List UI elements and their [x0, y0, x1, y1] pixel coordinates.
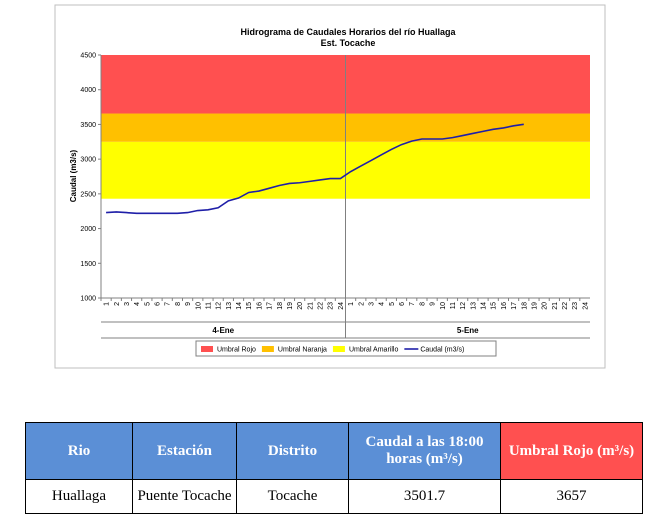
x-tick-label: 16 [256, 302, 263, 310]
data-row: Huallaga Puente Tocache Tocache 3501.7 3… [25, 479, 643, 514]
x-tick-label: 3 [368, 302, 375, 306]
y-tick-label: 3500 [80, 122, 96, 129]
x-tick-label: 18 [521, 302, 528, 310]
cell: 3501.7 [348, 479, 501, 514]
x-tick-label: 13 [470, 302, 477, 310]
y-axis-label: Caudal (m3/s) [69, 149, 78, 202]
cell: Puente Tocache [132, 479, 237, 514]
header-cell: Rio [25, 422, 133, 480]
x-tick-label: 4 [379, 302, 386, 306]
chart: Hidrograma de Caudales Horarios del río … [54, 4, 606, 369]
x-tick-label: 10 [195, 302, 202, 310]
group-label: 5-Ene [457, 326, 479, 335]
x-tick-label: 19 [531, 302, 538, 310]
legend-label: Umbral Rojo [217, 347, 256, 354]
header-row: Rio Estación Distrito Caudal a las 18:00… [25, 422, 643, 480]
x-tick-label: 24 [338, 302, 345, 310]
header-cell: Estación [132, 422, 237, 480]
x-tick-label: 5 [389, 302, 396, 306]
x-tick-label: 14 [236, 302, 243, 310]
legend-label: Umbral Amarillo [349, 347, 399, 354]
x-tick-label: 17 [511, 302, 518, 310]
x-tick-label: 8 [419, 302, 426, 306]
y-tick-label: 4000 [80, 87, 96, 94]
legend-swatch [201, 346, 213, 352]
y-tick-label: 3000 [80, 157, 96, 164]
cell: Huallaga [25, 479, 133, 514]
x-tick-label: 23 [572, 302, 579, 310]
x-tick-label: 7 [409, 302, 416, 306]
x-tick-label: 6 [399, 302, 406, 306]
x-tick-label: 24 [582, 302, 589, 310]
y-tick-label: 4500 [80, 53, 96, 60]
summary-table: Rio Estación Distrito Caudal a las 18:00… [25, 422, 643, 514]
x-tick-label: 20 [297, 302, 304, 310]
x-tick-label: 20 [542, 302, 549, 310]
x-tick-label: 2 [358, 302, 365, 306]
legend-box [195, 340, 497, 357]
x-tick-label: 11 [205, 302, 212, 309]
x-tick-label: 22 [318, 302, 325, 310]
header-cell: Umbral Rojo (m³/s) [500, 422, 643, 480]
x-tick-label: 1 [348, 302, 355, 306]
x-tick-label: 15 [491, 302, 498, 310]
x-tick-label: 2 [114, 302, 121, 306]
x-tick-label: 17 [267, 302, 274, 310]
data-line [106, 123, 524, 215]
cell: Tocache [236, 479, 349, 514]
x-tick-label: 5 [144, 302, 151, 306]
x-tick-label: 16 [501, 302, 508, 310]
header-cell: Distrito [236, 422, 349, 480]
x-tick-label: 4 [134, 302, 141, 306]
x-tick-label: 10 [440, 302, 447, 310]
legend-swatch [261, 346, 274, 352]
chart-title: Hidrograma de Caudales Horarios del río … [240, 27, 456, 37]
x-tick-label: 9 [430, 302, 437, 306]
x-tick-label: 14 [481, 302, 488, 310]
x-tick-label: 11 [450, 302, 457, 309]
group-label: 4-Ene [212, 326, 234, 335]
x-tick-label: 12 [216, 302, 223, 310]
cell: 3657 [500, 479, 643, 514]
chart-subtitle: Est. Tocache [321, 38, 376, 48]
x-tick-label: 22 [562, 302, 569, 310]
x-tick-label: 12 [460, 302, 467, 310]
x-tick-label: 15 [246, 302, 253, 310]
x-tick-label: 13 [226, 302, 233, 310]
legend-swatch [332, 346, 345, 352]
legend-label: Caudal (m3/s) [420, 347, 464, 354]
x-tick-label: 7 [165, 302, 172, 306]
x-tick-label: 23 [328, 302, 335, 310]
x-tick-label: 8 [175, 302, 182, 306]
x-tick-label: 21 [552, 302, 559, 310]
x-tick-label: 19 [287, 302, 294, 310]
y-tick-label: 2000 [80, 226, 96, 233]
x-tick-label: 1 [104, 302, 111, 306]
x-tick-label: 9 [185, 302, 192, 306]
y-tick-label: 1000 [80, 296, 96, 303]
x-tick-label: 18 [277, 302, 284, 310]
y-tick-label: 1500 [80, 261, 96, 268]
legend-label: Umbral Naranja [278, 347, 327, 354]
x-tick-label: 3 [124, 302, 131, 306]
x-tick-label: 21 [307, 302, 314, 310]
y-tick-label: 2500 [80, 191, 96, 198]
header-cell: Caudal a las 18:00 horas (m³/s) [348, 422, 501, 480]
x-tick-label: 6 [155, 302, 162, 306]
